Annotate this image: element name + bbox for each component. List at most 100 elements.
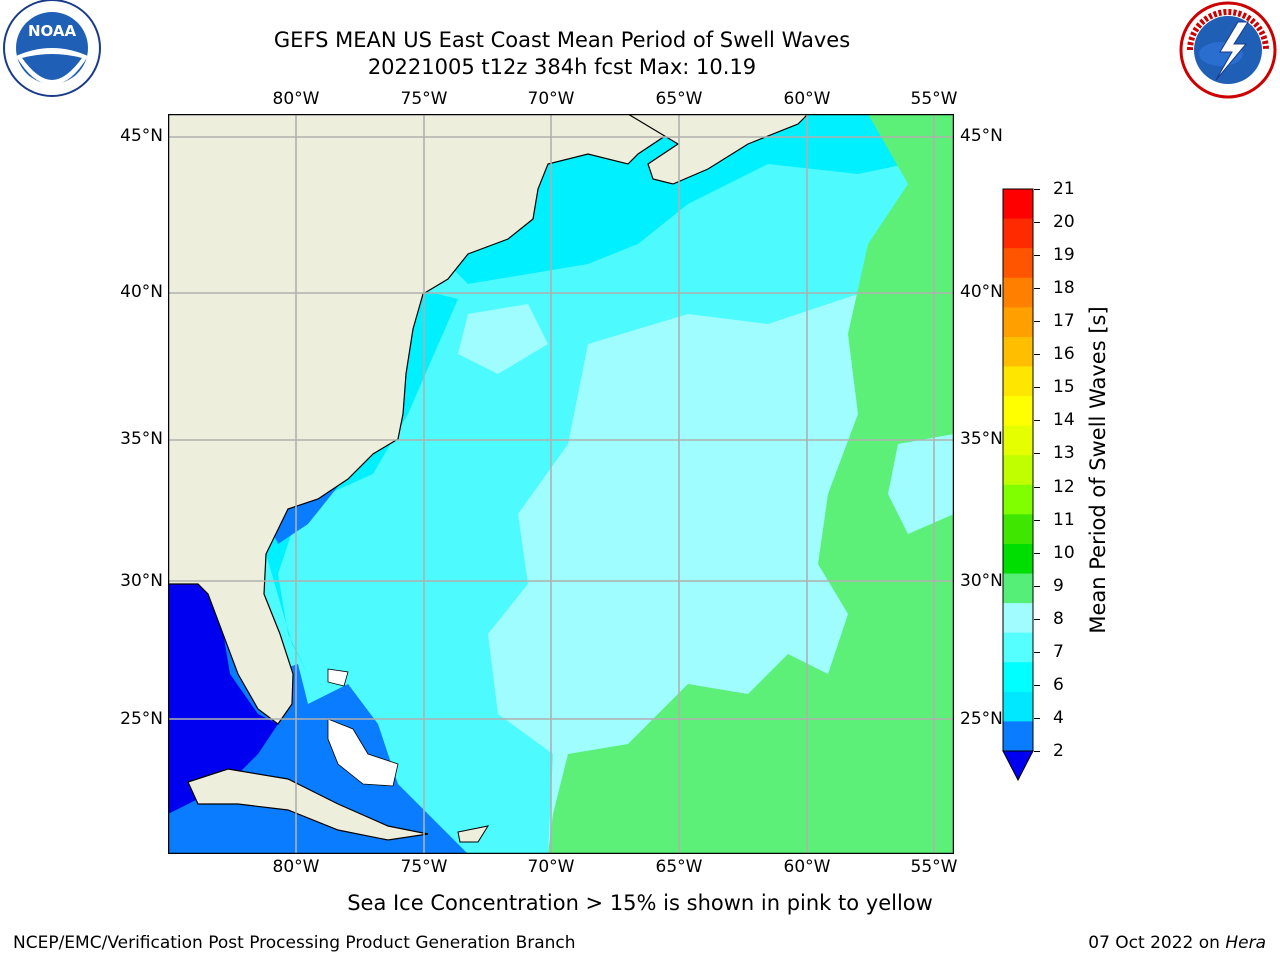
colorbar-tick-mark [1034, 255, 1040, 257]
map-frame [168, 114, 954, 854]
lon-label-top: 55°W [910, 89, 958, 109]
swell-period-map[interactable] [168, 114, 954, 854]
colorbar-bin [1003, 218, 1033, 249]
land-bahamas-north [327, 668, 349, 687]
swell-zone-6-8 [266, 289, 458, 674]
colorbar-tick-mark [1034, 618, 1040, 620]
colorbar-tick-label: 6 [1053, 674, 1064, 695]
colorbar-tick-mark [1034, 585, 1040, 587]
colorbar [1002, 188, 1034, 782]
lat-label-right: 30°N [960, 571, 1003, 591]
colorbar-tick-label: 17 [1053, 311, 1075, 332]
colorbar-tick-mark [1034, 222, 1040, 224]
colorbar-tick-label: 8 [1053, 608, 1064, 629]
colorbar-bin [1003, 573, 1033, 604]
colorbar-tick-mark [1034, 751, 1040, 752]
lon-label-top: 80°W [272, 89, 320, 109]
colorbar-bin [1003, 366, 1033, 397]
sea-ice-note-text: Sea Ice Concentration > 15% is shown in … [347, 891, 933, 915]
lat-label-left: 30°N [120, 571, 163, 591]
colorbar-bin [1003, 425, 1033, 456]
colorbar-tick-label: 18 [1053, 278, 1075, 299]
colorbar-extend-arrow [1002, 750, 1034, 782]
lat-label-left: 45°N [120, 126, 163, 146]
swell-zone-2-4 [168, 580, 278, 814]
svg-text:NOAA: NOAA [28, 22, 77, 40]
colorbar-bin [1003, 721, 1033, 752]
land-cuba [187, 768, 429, 841]
colorbar-tick-label: 19 [1053, 245, 1075, 266]
colorbar-bin [1003, 514, 1033, 545]
land-hispaniola [457, 825, 490, 843]
colorbar-tick-label: 7 [1053, 641, 1064, 662]
colorbar-tick-label: 21 [1053, 179, 1075, 199]
date-text: 07 Oct 2022 on [1088, 933, 1226, 953]
lon-label-top: 75°W [400, 89, 448, 109]
map-grid [168, 114, 954, 854]
colorbar-bin [1003, 603, 1033, 634]
lat-label-left: 35°N [120, 429, 163, 449]
noaa-logo: NOAA [3, 0, 101, 97]
colorbar-tick-mark [1034, 354, 1040, 356]
lon-label-bottom: 60°W [783, 857, 831, 877]
lat-label-right: 25°N [960, 709, 1003, 729]
land-us-east-coast [168, 114, 669, 725]
colorbar-bin [1003, 396, 1033, 427]
land-bahamas [327, 718, 399, 787]
lat-label-left: 40°N [120, 282, 163, 302]
lat-label-right: 45°N [960, 126, 1003, 146]
colorbar-tick-mark [1034, 387, 1040, 389]
credit-text: NCEP/EMC/Verification Post Processing Pr… [13, 933, 576, 953]
colorbar-tick-mark [1034, 552, 1040, 554]
lat-label-left: 25°N [120, 709, 163, 729]
lon-label-bottom: 65°W [655, 857, 703, 877]
nws-logo [1179, 1, 1277, 99]
colorbar-bin [1003, 336, 1033, 367]
lon-label-bottom: 70°W [527, 857, 575, 877]
colorbar-bin [1003, 691, 1033, 722]
lon-label-top: 70°W [527, 89, 575, 109]
colorbar-tick-label: 13 [1053, 443, 1075, 464]
colorbar-frame [1002, 188, 1034, 752]
machine-name: Hera [1225, 933, 1266, 953]
lon-label-bottom: 75°W [400, 857, 448, 877]
lon-label-bottom: 55°W [910, 857, 958, 877]
colorbar-tick-mark [1034, 651, 1040, 653]
chart-title: GEFS MEAN US East Coast Mean Period of S… [273, 28, 851, 52]
colorbar-bin [1003, 307, 1033, 338]
colorbar-bin [1003, 632, 1033, 663]
colorbar-tick-label: 20 [1053, 212, 1075, 233]
colorbar-tick-label: 4 [1053, 707, 1064, 728]
colorbar-bin [1003, 543, 1033, 575]
colorbar-tick-mark [1034, 288, 1040, 290]
colorbar-bin [1003, 662, 1033, 693]
colorbar-bin [1003, 248, 1033, 279]
colorbar-tick-label: 10 [1053, 542, 1075, 563]
colorbar-bin [1003, 484, 1033, 515]
colorbar-tick-label: 16 [1053, 344, 1075, 365]
colorbar-tick-label: 2 [1053, 741, 1064, 761]
lon-label-top: 60°W [783, 89, 831, 109]
chart-subtitle: 20221005 t12z 384h fcst Max: 10.19 [367, 55, 757, 79]
swell-zone-10-11 [548, 114, 954, 854]
colorbar-tick-label: 11 [1053, 509, 1075, 530]
colorbar-tick-mark [1034, 519, 1040, 521]
land-nova-scotia [626, 114, 809, 185]
colorbar-tick-label: 12 [1053, 476, 1075, 497]
colorbar-tick-mark [1034, 321, 1040, 323]
colorbar-bin [1003, 277, 1033, 308]
colorbar-tick-mark [1034, 453, 1040, 455]
lat-label-right: 40°N [960, 282, 1003, 302]
colorbar-bin [1003, 189, 1033, 220]
swell-zone-9-10 [458, 304, 548, 374]
colorbar-tick-mark [1034, 684, 1040, 686]
colorbar-tick-label: 9 [1053, 575, 1064, 596]
lon-label-bottom: 80°W [272, 857, 320, 877]
colorbar-bin [1003, 455, 1033, 486]
date-stamp: 07 Oct 2022 on Hera [1088, 933, 1266, 953]
colorbar-tick-mark [1034, 189, 1040, 190]
colorbar-tick-mark [1034, 420, 1040, 422]
colorbar-tick-mark [1034, 486, 1040, 488]
sea-ice-note: Sea Ice Concentration > 15% is shown in … [0, 891, 1280, 915]
swell-zone-10-11 [888, 434, 954, 534]
